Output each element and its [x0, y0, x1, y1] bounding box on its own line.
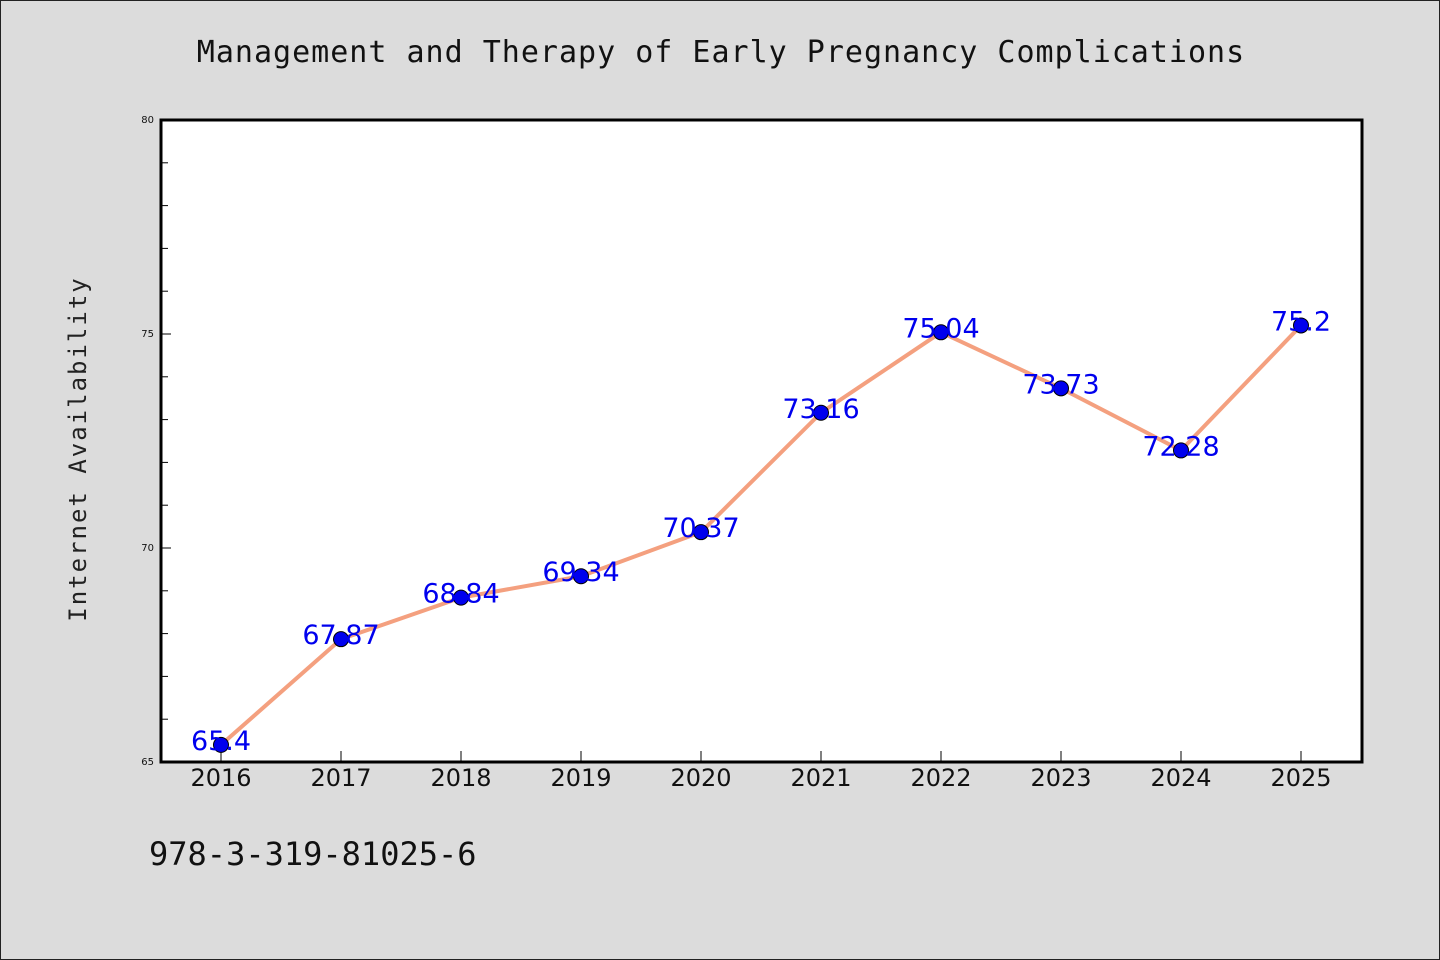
data-point [1053, 380, 1069, 397]
data-label: 68.84 [422, 579, 499, 610]
data-label: 67.87 [302, 620, 379, 651]
series-line [219, 324, 1303, 747]
data-label: 72.28 [1142, 431, 1219, 462]
data-point [453, 589, 469, 606]
data-point [333, 631, 349, 648]
x-tick-label: 2018 [430, 764, 491, 792]
data-point [933, 324, 949, 341]
x-tick-label: 2021 [790, 764, 851, 792]
y-tick-label: 70 [141, 543, 154, 554]
x-tick-label: 2022 [910, 764, 971, 792]
isbn-label: 978-3-319-81025-6 [149, 835, 477, 873]
x-tick-label: 2017 [310, 764, 371, 792]
data-point [693, 524, 709, 541]
data-label: 69.34 [542, 557, 619, 588]
plot-frame [159, 118, 1364, 764]
data-markers [213, 317, 1309, 753]
x-tick-label: 2020 [670, 764, 731, 792]
data-label: 75.2 [1271, 306, 1331, 337]
data-labels: 65.4 67.87 68.84 69.34 70.37 73.16 75.04 73.73 7… [191, 306, 1331, 756]
data-point [1173, 442, 1189, 459]
x-axis-tick-labels: 2016 2017 2018 2019 2020 2021 2022 2023 2024 2025 [190, 764, 1331, 792]
x-tick-label: 2019 [550, 764, 611, 792]
x-tick-label: 2025 [1270, 764, 1331, 792]
data-label: 75.04 [902, 313, 979, 344]
data-point [813, 404, 829, 421]
chart-title: Management and Therapy of Early Pregnanc… [196, 35, 1246, 70]
data-label: 73.16 [782, 394, 859, 425]
y-tick-label: 65 [141, 757, 154, 768]
x-tick-label: 2024 [1150, 764, 1211, 792]
data-label: 65.4 [191, 726, 251, 757]
y-axis-tick-labels: 65 70 75 80 [141, 115, 154, 768]
data-point [573, 568, 589, 585]
x-tick-label: 2023 [1030, 764, 1091, 792]
y-axis-label: Internet Availability [64, 276, 92, 621]
data-label: 70.37 [662, 513, 739, 544]
y-tick-label: 80 [141, 115, 154, 126]
x-tick-label: 2016 [190, 764, 251, 792]
y-tick-label: 75 [141, 329, 154, 340]
data-point [213, 736, 229, 753]
data-point [1293, 317, 1309, 334]
data-label: 73.73 [1022, 369, 1099, 400]
